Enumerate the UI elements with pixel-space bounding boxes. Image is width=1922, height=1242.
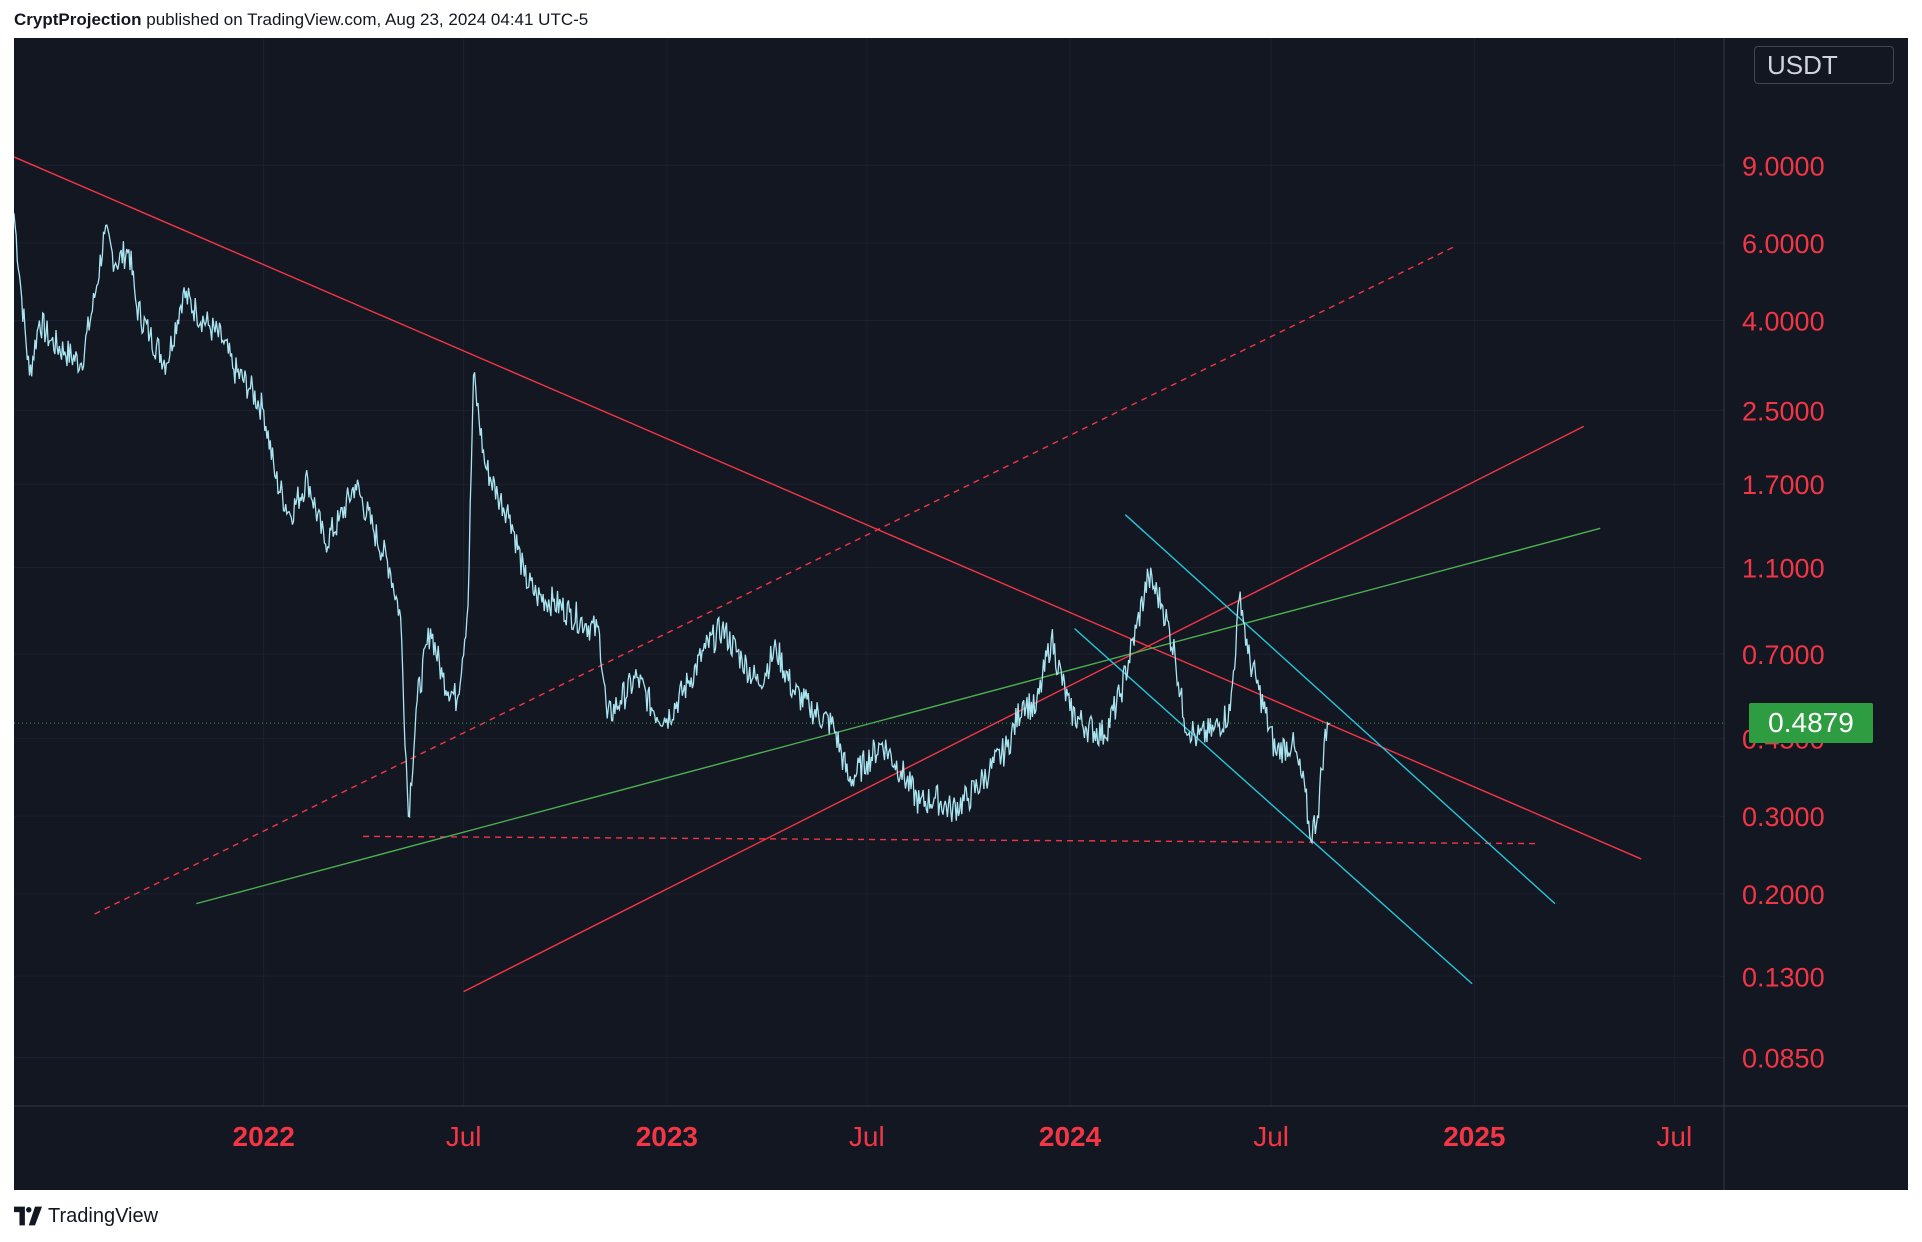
current-price-tag: 0.4879 [1749,703,1873,744]
price-tick-label: 9.0000 [1742,151,1825,181]
time-tick-label: 2022 [233,1121,295,1152]
trendline [14,156,1642,860]
time-tick-label: 2024 [1039,1121,1102,1152]
time-tick-label: Jul [1253,1121,1289,1152]
price-chart[interactable]: 9.0000 6.0000 4.0000 2.5000 1.7000 1.1000 0.70… [14,38,1908,1190]
chart-frame[interactable]: 9.0000 6.0000 4.0000 2.5000 1.7000 1.1000 0.70… [14,38,1908,1190]
time-tick-label: Jul [1656,1121,1692,1152]
author-name[interactable]: CryptProjection [14,10,142,29]
price-layer [14,213,1724,845]
price-tick-label: 4.0000 [1742,306,1825,336]
price-tick-label: 2.5000 [1742,396,1825,426]
footer[interactable]: TradingView [14,1202,158,1230]
trendline [196,527,1601,905]
trendline [463,425,1585,993]
price-tick-label: 0.7000 [1742,640,1825,670]
time-tick-label: Jul [849,1121,885,1152]
price-tick-label: 0.0850 [1742,1044,1825,1074]
price-tick-label: 1.1000 [1742,554,1825,584]
time-tick-label: 2023 [636,1121,698,1152]
grid-layer [14,38,1724,1106]
price-tick-label: 0.2000 [1742,880,1825,910]
price-series-line [14,213,1331,845]
tradingview-brand: TradingView [48,1204,159,1227]
axis-layer: 9.0000 6.0000 4.0000 2.5000 1.7000 1.1000 0.70… [14,38,1908,1190]
price-tick-label: 1.7000 [1742,470,1825,500]
tradingview-logo-icon [14,1206,42,1226]
currency-selector[interactable]: USDT [1754,46,1894,84]
trendline [363,835,1540,845]
publish-header: CryptProjection published on TradingView… [14,10,588,34]
time-tick-label: 2025 [1443,1121,1505,1152]
price-tick-label: 0.3000 [1742,802,1825,832]
time-tick-label: Jul [446,1121,482,1152]
publish-info: published on TradingView.com, Aug 23, 20… [141,10,589,29]
price-tick-label: 6.0000 [1742,229,1825,259]
trendline [1073,627,1473,985]
price-tick-label: 0.1300 [1742,962,1825,992]
trendline-layer [14,156,1642,993]
trendline [1124,514,1556,905]
trendline [94,245,1456,915]
